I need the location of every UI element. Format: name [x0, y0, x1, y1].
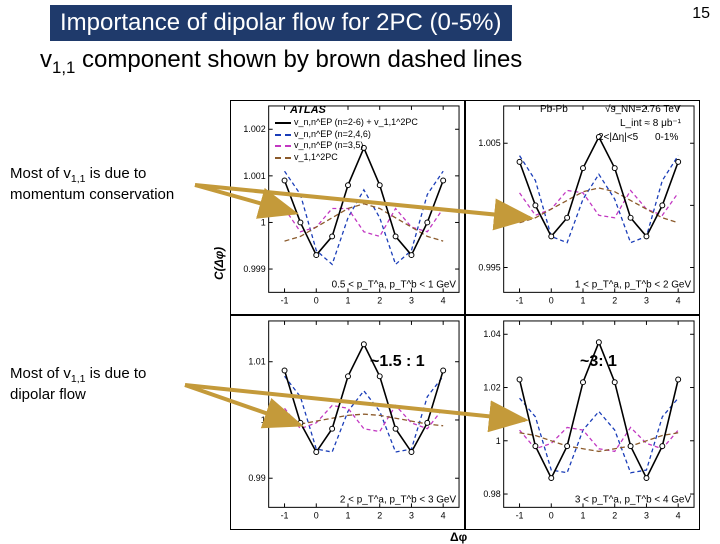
svg-text:1.02: 1.02	[483, 383, 500, 393]
system-label: Pb-Pb	[540, 103, 568, 116]
eta-label: 2<|Δη|<5	[598, 131, 638, 144]
svg-text:-1: -1	[516, 510, 524, 520]
y-axis-label: C(Δφ)	[212, 247, 226, 280]
svg-text:1.001: 1.001	[243, 171, 265, 181]
annotation-bottom: Most of v1,1 is due to dipolar flow	[10, 365, 190, 404]
svg-text:0.5 < p_T^a, p_T^b < 1 GeV: 0.5 < p_T^a, p_T^b < 1 GeV	[332, 279, 457, 290]
svg-text:0.999: 0.999	[243, 264, 265, 274]
svg-text:4: 4	[676, 295, 681, 305]
page-number: 15	[692, 5, 710, 23]
svg-text:2: 2	[612, 510, 617, 520]
slide-title: Importance of dipolar flow for 2PC (0-5%…	[50, 5, 512, 41]
svg-text:1: 1	[581, 510, 586, 520]
svg-text:2: 2	[377, 510, 382, 520]
svg-text:3 < p_T^a, p_T^b < 4 GeV: 3 < p_T^a, p_T^b < 4 GeV	[575, 495, 692, 506]
svg-text:3: 3	[644, 295, 649, 305]
svg-text:4: 4	[441, 295, 446, 305]
svg-text:1: 1	[581, 295, 586, 305]
energy-label: √s_NN=2.76 TeV	[605, 103, 681, 116]
cent-label: 0-1%	[655, 131, 678, 144]
svg-text:-1: -1	[281, 295, 289, 305]
panel-3: 0.98 1 1.02 1.04 -1 0 1 2 3 4 3 < p_T^a, p_T^b < 4…	[465, 315, 700, 530]
svg-text:4: 4	[441, 510, 446, 520]
atlas-label: ATLAS	[290, 103, 326, 117]
svg-text:2: 2	[377, 295, 382, 305]
svg-text:1.01: 1.01	[248, 357, 265, 367]
svg-text:1.04: 1.04	[483, 329, 500, 339]
svg-text:-1: -1	[516, 295, 524, 305]
svg-text:3: 3	[644, 510, 649, 520]
svg-text:0.995: 0.995	[478, 262, 500, 272]
annotation-top: Most of v1,1 is due to momentum conserva…	[10, 165, 205, 204]
lumi-label: L_int ≈ 8 μb⁻¹	[620, 117, 681, 130]
svg-text:0: 0	[549, 510, 554, 520]
svg-text:-1: -1	[281, 510, 289, 520]
svg-text:0: 0	[314, 295, 319, 305]
slide-subtitle: v1,1 component shown by brown dashed lin…	[40, 46, 720, 78]
svg-text:1: 1	[261, 415, 266, 425]
svg-text:0.98: 0.98	[483, 489, 500, 499]
svg-text:1 < p_T^a, p_T^b < 2 GeV: 1 < p_T^a, p_T^b < 2 GeV	[575, 279, 692, 290]
x-axis-label: Δφ	[450, 530, 467, 544]
chart-grid: 0.999 1 1.001 1.002 -1 0 1 2 3 4 0.5 < p_T^a, p_T^…	[230, 100, 700, 530]
svg-text:1: 1	[496, 436, 501, 446]
svg-text:0: 0	[549, 295, 554, 305]
svg-text:3: 3	[409, 295, 414, 305]
svg-text:1.005: 1.005	[478, 138, 500, 148]
svg-text:1.002: 1.002	[243, 124, 265, 134]
svg-text:2: 2	[612, 295, 617, 305]
panel-2: 0.99 1 1.01 -1 0 1 2 3 4 2 < p_T^a, p_T^b < 3 GeV	[230, 315, 465, 530]
svg-text:4: 4	[676, 510, 681, 520]
svg-text:0: 0	[314, 510, 319, 520]
svg-text:3: 3	[409, 510, 414, 520]
svg-text:1: 1	[261, 217, 266, 227]
svg-text:1: 1	[346, 510, 351, 520]
svg-text:2 < p_T^a, p_T^b < 3 GeV: 2 < p_T^a, p_T^b < 3 GeV	[340, 495, 457, 506]
svg-text:0.99: 0.99	[248, 473, 265, 483]
svg-text:1: 1	[346, 295, 351, 305]
svg-text:1: 1	[496, 200, 501, 210]
